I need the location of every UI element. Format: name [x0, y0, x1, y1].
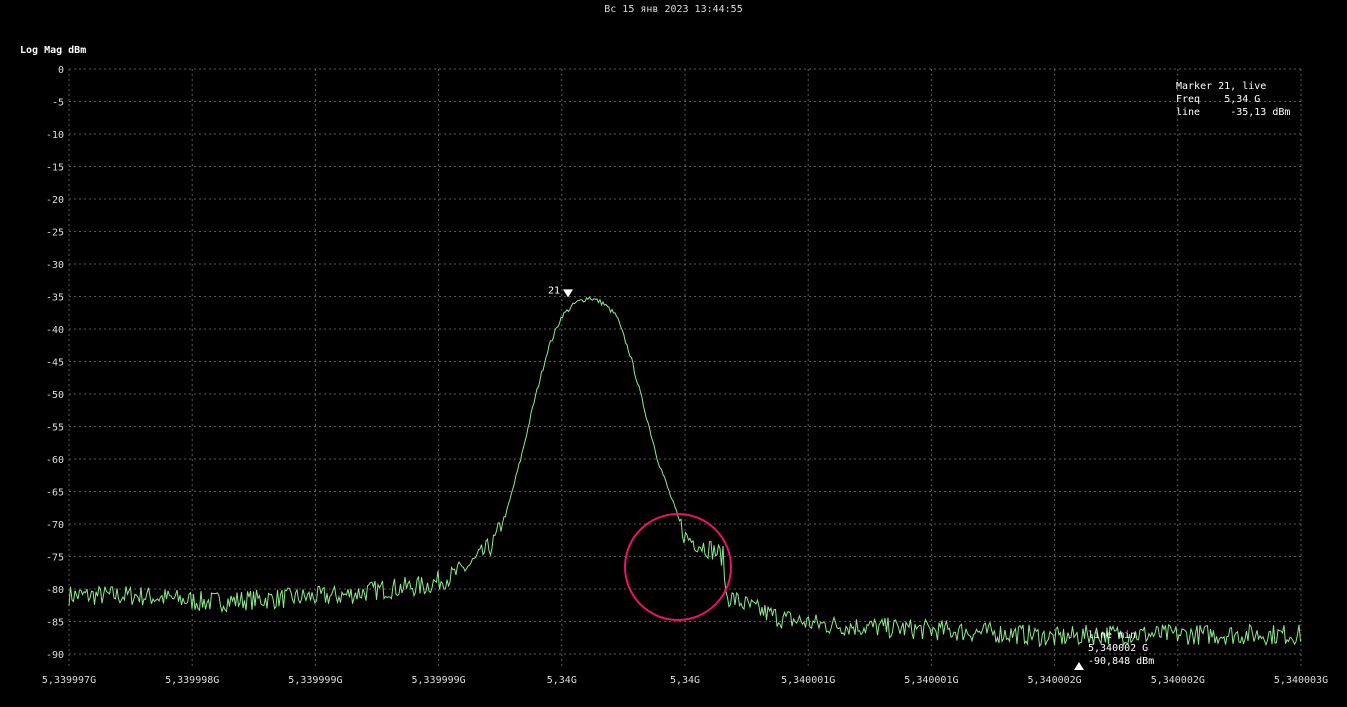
x-tick-label: 5,339998G [165, 675, 219, 686]
x-tick-label: 5,339999G [288, 675, 342, 686]
x-tick-label: 5,340003G [1274, 675, 1328, 686]
min-readout-freq: 5,340002 G [1088, 643, 1149, 654]
x-tick-label: 5,339999G [412, 675, 466, 686]
x-tick-label: 5,340002G [1151, 675, 1205, 686]
line-label: line [1176, 107, 1201, 118]
min-readout: line min 5,340002 G -90,848 dBm [1088, 629, 1154, 668]
y-tick-label: -35 [46, 293, 64, 304]
y-tick-label: -10 [46, 130, 64, 141]
x-tick-label: 5,340001G [904, 675, 958, 686]
y-tick-label: -85 [46, 618, 64, 629]
datetime-title: Вс 15 янв 2023 13:44:55 [604, 4, 743, 15]
freq-label: Freq [1176, 94, 1201, 105]
marker-readout-freq: Freq 5,34 G [1176, 93, 1290, 106]
y-tick-label: -75 [46, 553, 64, 564]
y-tick-label: -55 [46, 423, 64, 434]
y-tick-label: -5 [52, 98, 64, 109]
chart-markers: 21 [548, 285, 1084, 670]
y-tick-label: -70 [46, 520, 64, 531]
y-tick-label: -50 [46, 390, 64, 401]
y-tick-label: -90 [46, 650, 64, 661]
y-tick-label: 0 [58, 65, 64, 76]
y-tick-label: -40 [46, 325, 64, 336]
y-axis-label: Log Mag dBm [20, 45, 87, 56]
marker-21-label: 21 [548, 285, 560, 296]
marker-readout-title: Marker 21, live [1176, 81, 1267, 92]
chart-grid [68, 68, 1302, 667]
y-tick-label: -30 [46, 260, 64, 271]
trace-line [68, 296, 1301, 648]
x-tick-label: 5,340001G [781, 675, 835, 686]
annotation-circle [624, 513, 732, 621]
marker-21-triangle [563, 289, 573, 298]
x-tick-label: 5,34G [547, 675, 577, 686]
y-tick-label: -15 [46, 163, 64, 174]
x-tick-label: 5,339997G [42, 675, 96, 686]
min-readout-name: line min [1088, 630, 1137, 641]
y-tick-label: -65 [46, 488, 64, 499]
y-tick-label: -20 [46, 195, 64, 206]
freq-value: 5,34 G [1224, 94, 1261, 105]
x-tick-label: 5,340002G [1028, 675, 1082, 686]
y-tick-label: -80 [46, 585, 64, 596]
y-tick-labels: 0 -5 -10 -15 -20 -25 -30 -35 -40 -45 -50 -55 -60 -65 -… [46, 65, 64, 661]
x-tick-labels: 5,339997G 5,339998G 5,339999G 5,339999G 5,34… [42, 675, 1328, 686]
min-readout-value: -90,848 dBm [1088, 656, 1155, 667]
x-tick-label: 5,34G [670, 675, 700, 686]
y-tick-label: -60 [46, 455, 64, 466]
marker-readout-line: line -35,13 dBm [1176, 106, 1290, 119]
marker-min-triangle [1074, 662, 1084, 670]
y-tick-label: -45 [46, 358, 64, 369]
line-value: -35,13 dBm [1230, 107, 1291, 118]
y-tick-label: -25 [46, 228, 64, 239]
